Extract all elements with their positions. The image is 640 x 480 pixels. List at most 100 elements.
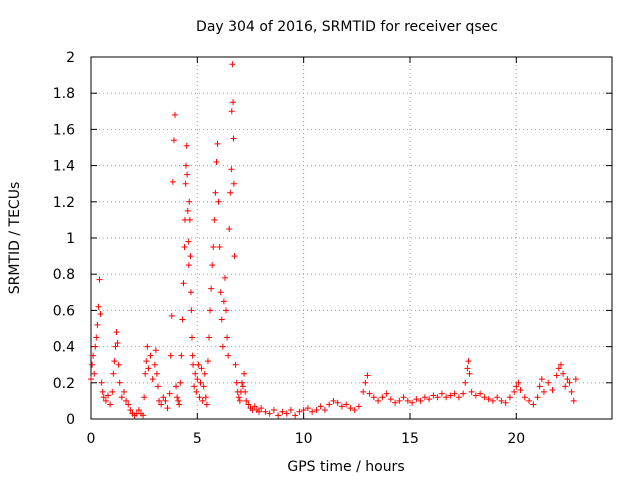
data-point (330, 397, 337, 404)
data-point (562, 383, 569, 390)
data-point (334, 399, 341, 406)
data-point (465, 358, 472, 365)
data-point (304, 405, 311, 412)
data-point (568, 388, 575, 395)
data-point (200, 383, 207, 390)
data-point (107, 401, 114, 408)
data-point (485, 396, 492, 403)
data-point (292, 412, 299, 419)
data-point (169, 178, 176, 185)
data-point (181, 244, 188, 251)
data-point (364, 372, 371, 379)
data-point (426, 396, 433, 403)
data-point (135, 406, 142, 413)
data-point (229, 61, 236, 68)
data-point (167, 352, 174, 359)
data-point (112, 343, 119, 350)
data-point (89, 361, 96, 368)
data-point (174, 394, 181, 401)
y-tick-label: 0 (66, 412, 75, 428)
data-point (421, 394, 428, 401)
data-point (186, 216, 193, 223)
data-point (218, 316, 225, 323)
data-point (164, 405, 171, 412)
data-point (98, 379, 105, 386)
data-point (173, 383, 180, 390)
data-point (162, 397, 169, 404)
y-tick-labels: 0 0.2 0.4 0.6 0.8 1 1.2 1.4 1.6 1.8 2 (53, 50, 75, 428)
data-point (149, 376, 156, 383)
data-point (189, 352, 196, 359)
data-point (235, 394, 242, 401)
data-point (245, 401, 252, 408)
data-point (242, 388, 249, 395)
data-point (362, 379, 369, 386)
data-point (241, 370, 248, 377)
data-point (251, 403, 258, 410)
data-point (228, 108, 235, 115)
y-tick-label: 1.6 (53, 122, 75, 138)
data-point (287, 406, 294, 413)
data-point (182, 180, 189, 187)
y-axis-label: SRMTID / TECUs (7, 182, 23, 295)
data-point (212, 189, 219, 196)
data-point (141, 394, 148, 401)
data-point (158, 401, 165, 408)
data-point (230, 180, 237, 187)
data-point (538, 376, 545, 383)
data-point (185, 262, 192, 269)
data-point (214, 140, 221, 147)
data-point (379, 394, 386, 401)
data-point (387, 396, 394, 403)
data-point (549, 387, 556, 394)
data-point (392, 399, 399, 406)
data-point (351, 406, 358, 413)
data-point (464, 365, 471, 372)
data-point (430, 392, 437, 399)
grid-lines (91, 57, 612, 419)
data-point (438, 390, 445, 397)
data-point (555, 365, 562, 372)
data-point (396, 397, 403, 404)
data-point (270, 406, 277, 413)
axis-ticks (90, 56, 612, 420)
data-point (196, 394, 203, 401)
data-point (192, 370, 199, 377)
data-point (296, 408, 303, 415)
data-point (232, 361, 239, 368)
data-point (494, 394, 501, 401)
data-point (116, 379, 123, 386)
data-point (154, 383, 161, 390)
data-point (152, 347, 159, 354)
data-point (184, 171, 191, 178)
data-point (313, 406, 320, 413)
data-point (221, 274, 228, 281)
data-point (179, 316, 186, 323)
x-tick-label: 20 (507, 431, 525, 447)
data-point (219, 343, 226, 350)
data-point (209, 262, 216, 269)
data-point (409, 399, 416, 406)
data-point (178, 352, 185, 359)
data-point (238, 379, 245, 386)
data-point (191, 383, 198, 390)
data-point (228, 166, 235, 173)
data-point (489, 397, 496, 404)
chart-title: Day 304 of 2016, SRMTID for receiver qse… (196, 19, 498, 35)
data-point (570, 397, 577, 404)
x-axis-label: GPS time / hours (287, 459, 404, 475)
data-point (560, 370, 567, 377)
data-point (564, 376, 571, 383)
data-point (227, 189, 234, 196)
data-point (180, 280, 187, 287)
data-point (188, 307, 195, 314)
data-point (115, 361, 122, 368)
data-point (90, 352, 97, 359)
data-point (462, 379, 469, 386)
data-point (515, 379, 522, 386)
data-point (375, 397, 382, 404)
data-point (195, 361, 202, 368)
data-point (468, 388, 475, 395)
data-point (258, 405, 265, 412)
